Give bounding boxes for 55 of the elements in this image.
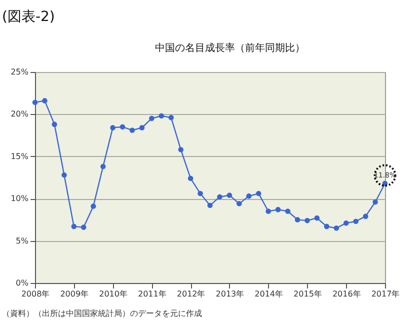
point xyxy=(198,190,203,196)
y-tick-label: 10% xyxy=(10,194,29,204)
point xyxy=(343,220,349,226)
x-tick-label: 2008年 xyxy=(21,290,50,298)
x-tick-label: 2017年 xyxy=(371,290,400,298)
point xyxy=(71,224,77,230)
point xyxy=(266,208,271,214)
point xyxy=(285,208,290,214)
x-tick-label: 2013年 xyxy=(216,290,244,298)
x-tick-label: 2012年 xyxy=(176,290,206,298)
point xyxy=(362,214,368,219)
text: (図表-2) xyxy=(2,9,55,25)
point xyxy=(226,192,232,198)
point xyxy=(256,190,262,196)
y-tick-label: 5% xyxy=(16,236,29,246)
y-tick-label: 25% xyxy=(10,68,29,76)
x-tick-label: 2009年 xyxy=(60,290,89,298)
point xyxy=(110,125,116,130)
point xyxy=(139,125,145,130)
point xyxy=(314,215,320,221)
point xyxy=(236,201,242,206)
x-tick-label: 2015年 xyxy=(294,290,322,298)
point xyxy=(168,114,174,120)
chart-title: 中国の名目成長率（前年同期比） xyxy=(155,42,305,54)
y-tick-label: 15% xyxy=(10,152,29,161)
point xyxy=(304,218,310,224)
point xyxy=(334,226,340,231)
point xyxy=(158,113,164,119)
point xyxy=(188,176,194,181)
point xyxy=(353,218,358,224)
x-tick-label: 2014年 xyxy=(254,290,284,298)
x-tick-label: 2011年 xyxy=(138,290,166,298)
point xyxy=(246,193,252,199)
point xyxy=(80,224,86,230)
point xyxy=(62,172,67,178)
point xyxy=(100,164,106,170)
point xyxy=(90,204,96,209)
point xyxy=(130,128,135,133)
text: （資料）（出所は中国国家統計局）のデータを元に作成 xyxy=(2,309,202,318)
y-tick-label: 0% xyxy=(16,278,29,288)
point xyxy=(52,122,58,127)
point xyxy=(324,224,330,230)
y-tick-label: 20% xyxy=(10,110,29,119)
point xyxy=(149,116,154,122)
point xyxy=(372,199,378,205)
x-tick-label: 2016年 xyxy=(332,290,361,298)
x-tick-label: 2010年 xyxy=(99,290,128,298)
point xyxy=(120,124,126,130)
point xyxy=(294,217,300,222)
point xyxy=(42,98,48,104)
point xyxy=(207,202,213,208)
point xyxy=(32,100,38,106)
point xyxy=(178,147,184,152)
point xyxy=(275,206,281,212)
point xyxy=(217,194,222,200)
